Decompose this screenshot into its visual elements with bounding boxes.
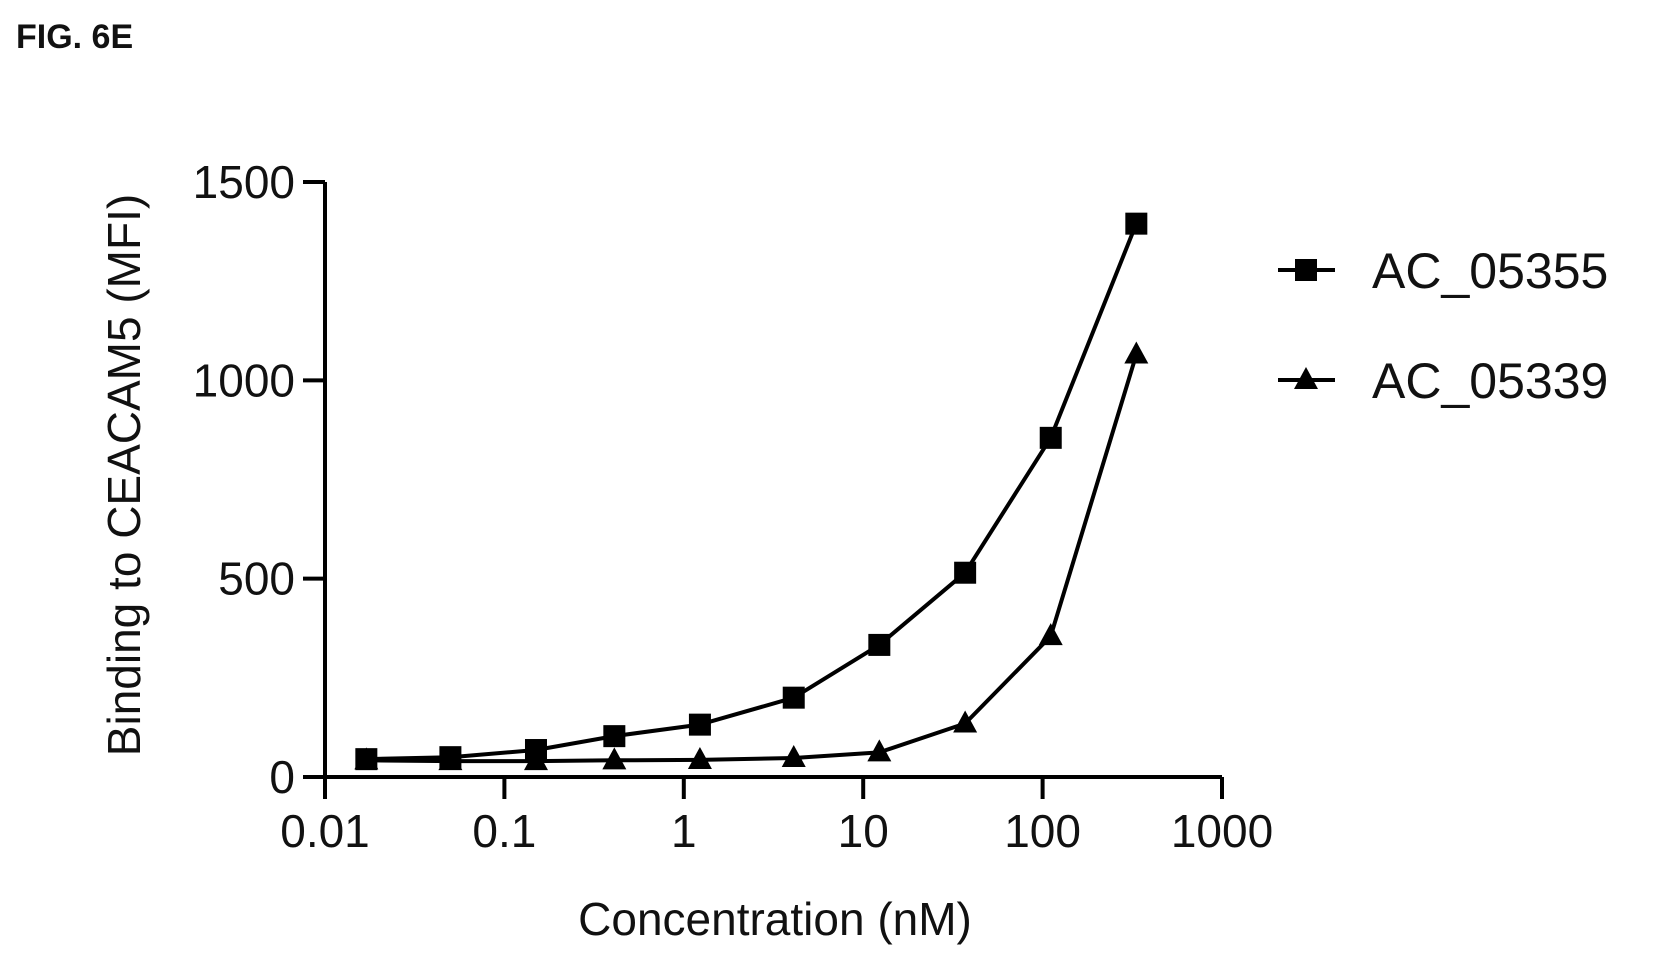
x-tick-label: 0.1 <box>472 805 536 857</box>
legend-marker <box>1295 259 1317 281</box>
data-point <box>781 744 806 767</box>
y-tick-label: 1000 <box>193 354 295 406</box>
figure-label: FIG. 6E <box>16 18 134 56</box>
data-point <box>1124 341 1149 364</box>
data-point <box>953 710 978 733</box>
data-point <box>603 725 626 748</box>
x-tick-label: 1 <box>671 805 697 857</box>
data-point <box>438 748 463 771</box>
data-point <box>954 561 977 584</box>
x-tick-label: 100 <box>1004 805 1081 857</box>
series-layer <box>354 212 1149 771</box>
legend-item: AC_05339 <box>1278 353 1608 409</box>
legend-item: AC_05355 <box>1278 243 1608 299</box>
y-tick-label: 1500 <box>193 156 295 208</box>
legend-label: AC_05355 <box>1372 243 1608 299</box>
y-axis-title: Binding to CEACAM5 (MFI) <box>98 194 150 756</box>
x-axis-title: Concentration (nM) <box>578 893 972 945</box>
data-point <box>354 747 379 770</box>
series-AC_05339 <box>354 341 1149 771</box>
axes <box>323 182 1222 779</box>
data-point <box>782 686 805 709</box>
series-AC_05355 <box>355 212 1148 771</box>
series-line <box>366 222 1139 762</box>
y-tick-label: 500 <box>218 553 295 605</box>
x-tick-label: 10 <box>838 805 889 857</box>
series-line <box>366 354 1139 764</box>
data-point <box>523 748 548 771</box>
data-point <box>1039 426 1062 449</box>
x-tick-label: 0.01 <box>280 805 370 857</box>
data-point <box>687 746 712 769</box>
y-tick-label: 0 <box>269 751 295 803</box>
legend: AC_05355 AC_05339 <box>1278 243 1608 409</box>
data-point <box>688 713 711 736</box>
data-point <box>1125 212 1148 235</box>
ticks: 0 500 1000 1500 0.01 0.1 1 10 100 1000 <box>193 156 1274 857</box>
x-tick-label: 1000 <box>1171 805 1273 857</box>
data-point <box>867 739 892 762</box>
data-point <box>1038 623 1063 646</box>
legend-label: AC_05339 <box>1372 353 1608 409</box>
data-point <box>868 633 891 656</box>
legend-marker <box>1294 367 1318 389</box>
data-point <box>602 747 627 770</box>
